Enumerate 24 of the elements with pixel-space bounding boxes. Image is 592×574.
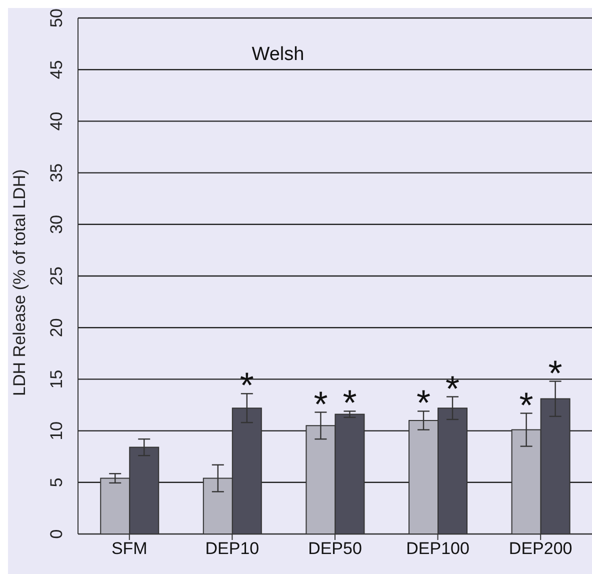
y-tick-label: 35 (47, 163, 66, 182)
y-tick-label: 25 (47, 266, 66, 286)
text: Welsh (252, 44, 304, 65)
data-label: * (416, 382, 431, 424)
data-label: * (519, 384, 534, 426)
data-label: * (548, 352, 562, 394)
y-tick-label: 30 (47, 214, 66, 234)
y-tick-label: 5 (47, 478, 66, 488)
y-tick-label: 0 (47, 529, 66, 539)
y-tick-label: 50 (47, 8, 66, 28)
x-tick-label: DEP50 (308, 539, 362, 558)
y-tick-label: 40 (47, 112, 66, 131)
y-tick-label: 10 (47, 421, 66, 440)
data-label: * (314, 383, 328, 424)
x-tick-label: DEP100 (406, 539, 470, 558)
data-label: * (446, 368, 460, 409)
y-tick-label: 45 (47, 60, 66, 80)
x-tick-label: DEP10 (205, 539, 260, 558)
y-tick-label: 15 (47, 370, 66, 389)
y-tick-label: 20 (47, 318, 66, 338)
data-label: * (342, 382, 357, 424)
x-tick-label: DEP200 (508, 539, 572, 558)
x-tick-label: SFM (111, 539, 148, 558)
y-axis-title: LDH Release (% of total LDH) (10, 169, 30, 396)
